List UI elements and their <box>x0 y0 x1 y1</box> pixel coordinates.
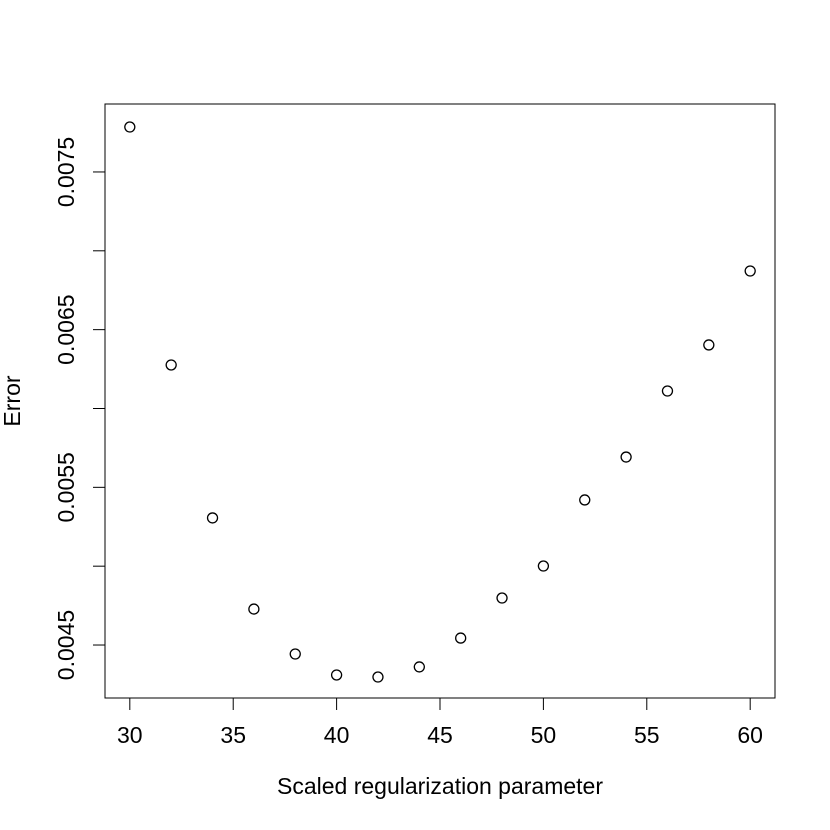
point <box>579 494 591 506</box>
x-tick-label: 60 <box>737 722 763 748</box>
x-tick-label: 35 <box>220 722 246 748</box>
point <box>496 592 508 604</box>
x-tick-label: 55 <box>634 722 660 748</box>
point <box>124 121 136 133</box>
x-tick-label: 40 <box>324 722 350 748</box>
point <box>455 632 467 644</box>
y-tick-label: 0.0055 <box>53 452 79 522</box>
point <box>744 265 756 277</box>
point <box>620 451 632 463</box>
point <box>537 560 550 572</box>
x-tick-label: 30 <box>117 722 143 748</box>
y-tick-label: 0.0075 <box>53 137 79 207</box>
point <box>330 669 343 681</box>
point <box>413 661 425 673</box>
point <box>372 671 384 683</box>
point <box>289 648 301 660</box>
y-axis-label: Error <box>0 375 25 426</box>
plot-frame <box>104 103 776 699</box>
point <box>248 603 260 615</box>
point <box>165 359 177 371</box>
x-axis-label: Scaled regularization parameter <box>277 773 603 799</box>
point <box>206 512 219 524</box>
x-tick-label: 50 <box>531 722 557 748</box>
x-tick-label: 45 <box>427 722 453 748</box>
point <box>661 385 674 397</box>
y-tick-label: 0.0045 <box>53 610 79 680</box>
y-tick-label: 0.0065 <box>53 294 79 364</box>
point <box>703 339 715 351</box>
